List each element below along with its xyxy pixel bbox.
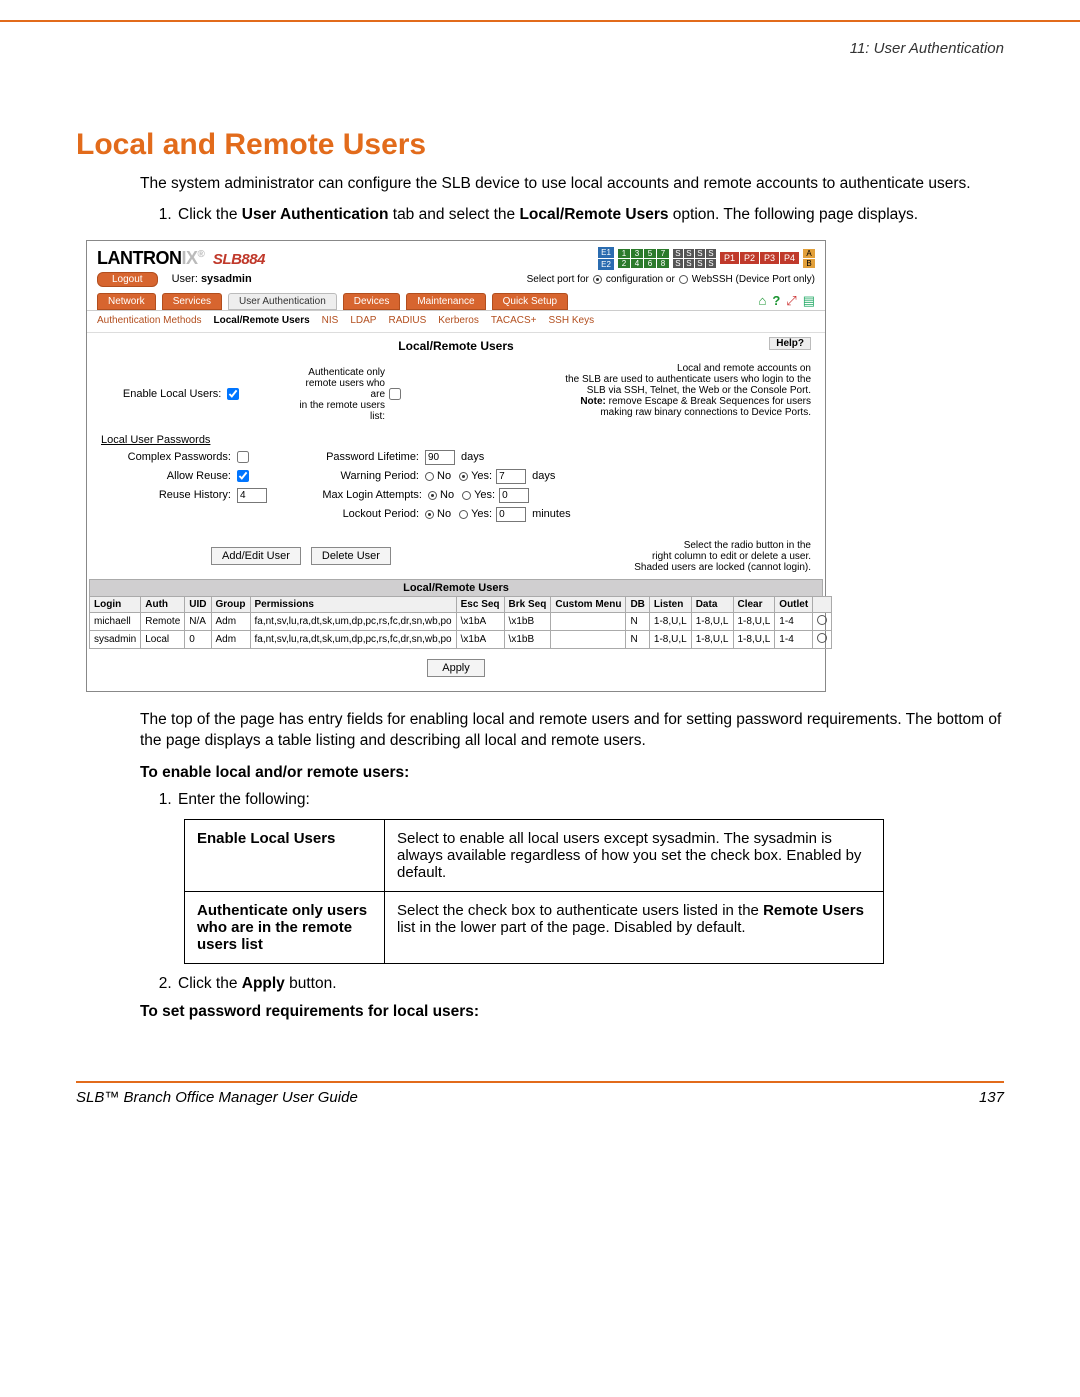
tab-maintenance[interactable]: Maintenance: [406, 293, 485, 310]
form-body: Enable Local Users: Authenticate only re…: [87, 357, 825, 534]
subtab-local-remote[interactable]: Local/Remote Users: [214, 315, 310, 326]
user-hint: Select the radio button in the right col…: [634, 540, 811, 573]
apply-button[interactable]: Apply: [427, 659, 485, 677]
tab-network[interactable]: Network: [97, 293, 156, 310]
options-table: Enable Local Users Select to enable all …: [184, 819, 884, 964]
add-edit-user-button[interactable]: Add/Edit User: [211, 547, 301, 565]
sub-tabs: Authentication Methods Local/Remote User…: [87, 311, 825, 333]
subtab-tacacs[interactable]: TACACS+: [491, 315, 537, 326]
warn-days-input[interactable]: [496, 469, 526, 484]
subtab-radius[interactable]: RADIUS: [388, 315, 426, 326]
logout-button[interactable]: Logout: [97, 272, 158, 287]
radio-configuration[interactable]: [593, 275, 602, 284]
toolbar-icons: ⌂ ? ⤢ ▤: [758, 293, 815, 309]
list-icon[interactable]: ▤: [803, 293, 815, 309]
info-text: Local and remote accounts on the SLB are…: [441, 363, 811, 426]
subtab-nis[interactable]: NIS: [322, 315, 339, 326]
users-table: LoginAuthUIDGroupPermissionsEsc SeqBrk S…: [89, 596, 832, 649]
row-select-radio[interactable]: [817, 633, 827, 643]
footer-title: SLB™ Branch Office Manager User Guide: [76, 1089, 358, 1106]
opt-key: Enable Local Users: [185, 819, 385, 891]
passwords-heading: Local User Passwords: [101, 434, 811, 446]
help-button[interactable]: Help?: [769, 337, 811, 350]
auth-remote-only-checkbox[interactable]: [389, 388, 401, 400]
home-icon[interactable]: ⌂: [758, 293, 766, 309]
lockout-yes-radio[interactable]: [459, 510, 468, 519]
page: 11: User Authentication Local and Remote…: [0, 20, 1080, 1340]
lockout-no-radio[interactable]: [425, 510, 434, 519]
opt-key: Authenticate only users who are in the r…: [185, 891, 385, 963]
step-apply: Click the Apply button.: [176, 974, 1004, 995]
app-header: LANTRONIX® SLB884 E1 E2 1 3 5 7 2: [87, 241, 825, 272]
radio-webssh[interactable]: [679, 275, 688, 284]
allow-reuse-checkbox[interactable]: [237, 470, 249, 482]
complex-pw-checkbox[interactable]: [237, 451, 249, 463]
users-table-title: Local/Remote Users: [89, 579, 823, 596]
table-header-row: LoginAuthUIDGroupPermissionsEsc SeqBrk S…: [90, 596, 832, 612]
enable-local-label: Enable Local Users:: [101, 388, 221, 400]
select-port-control: Select port for configuration or WebSSH …: [527, 274, 815, 285]
opt-val: Select to enable all local users except …: [385, 819, 884, 891]
warn-yes-radio[interactable]: [459, 472, 468, 481]
section-title: Local/Remote Users Help?: [87, 333, 825, 357]
port-indicator-panel: E1 E2 1 3 5 7 2 4 6 8: [598, 247, 815, 270]
expand-icon[interactable]: ⤢: [786, 293, 796, 309]
table-row: michaellRemoteN/AAdmfa,nt,sv,lu,ra,dt,sk…: [90, 612, 832, 630]
current-user: User: sysadmin: [172, 273, 252, 285]
maxlog-no-radio[interactable]: [428, 491, 437, 500]
tab-quick-setup[interactable]: Quick Setup: [492, 293, 568, 310]
warn-no-radio[interactable]: [425, 472, 434, 481]
sub-heading-1: To enable local and/or remote users:: [140, 764, 1004, 782]
subtab-ssh-keys[interactable]: SSH Keys: [549, 315, 595, 326]
page-header: 11: User Authentication: [850, 40, 1004, 57]
reuse-history-input[interactable]: [237, 488, 267, 503]
main-tabs: Network Services User Authentication Dev…: [87, 293, 825, 311]
maxlog-input[interactable]: [499, 488, 529, 503]
enable-local-checkbox[interactable]: [227, 388, 239, 400]
maxlog-yes-radio[interactable]: [462, 491, 471, 500]
footer-page-num: 137: [979, 1089, 1004, 1106]
tab-devices[interactable]: Devices: [343, 293, 401, 310]
brand-logo: LANTRONIX® SLB884: [97, 248, 265, 269]
row-select-radio[interactable]: [817, 615, 827, 625]
step-1: Click the User Authentication tab and se…: [176, 205, 1004, 226]
help-icon[interactable]: ?: [772, 293, 780, 309]
tab-user-authentication[interactable]: User Authentication: [228, 293, 337, 310]
page-footer: SLB™ Branch Office Manager User Guide 13…: [76, 1081, 1004, 1106]
delete-user-button[interactable]: Delete User: [311, 547, 391, 565]
subtab-ldap[interactable]: LDAP: [350, 315, 376, 326]
section-heading: Local and Remote Users: [76, 128, 1004, 162]
tab-services[interactable]: Services: [162, 293, 222, 310]
pw-lifetime-input[interactable]: [425, 450, 455, 465]
subtab-auth-methods[interactable]: Authentication Methods: [97, 315, 202, 326]
model-label: SLB884: [213, 251, 265, 268]
subtab-kerberos[interactable]: Kerberos: [438, 315, 479, 326]
opt-val: Select the check box to authenticate use…: [385, 891, 884, 963]
lockout-input[interactable]: [496, 507, 526, 522]
description-paragraph: The top of the page has entry fields for…: [140, 710, 1004, 752]
table-row: sysadminLocal0Admfa,nt,sv,lu,ra,dt,sk,um…: [90, 630, 832, 648]
app-screenshot: LANTRONIX® SLB884 E1 E2 1 3 5 7 2: [86, 240, 826, 692]
intro-paragraph: The system administrator can configure t…: [140, 174, 1004, 195]
sub-heading-2: To set password requirements for local u…: [140, 1003, 1004, 1021]
step-enter: Enter the following:: [176, 790, 1004, 811]
